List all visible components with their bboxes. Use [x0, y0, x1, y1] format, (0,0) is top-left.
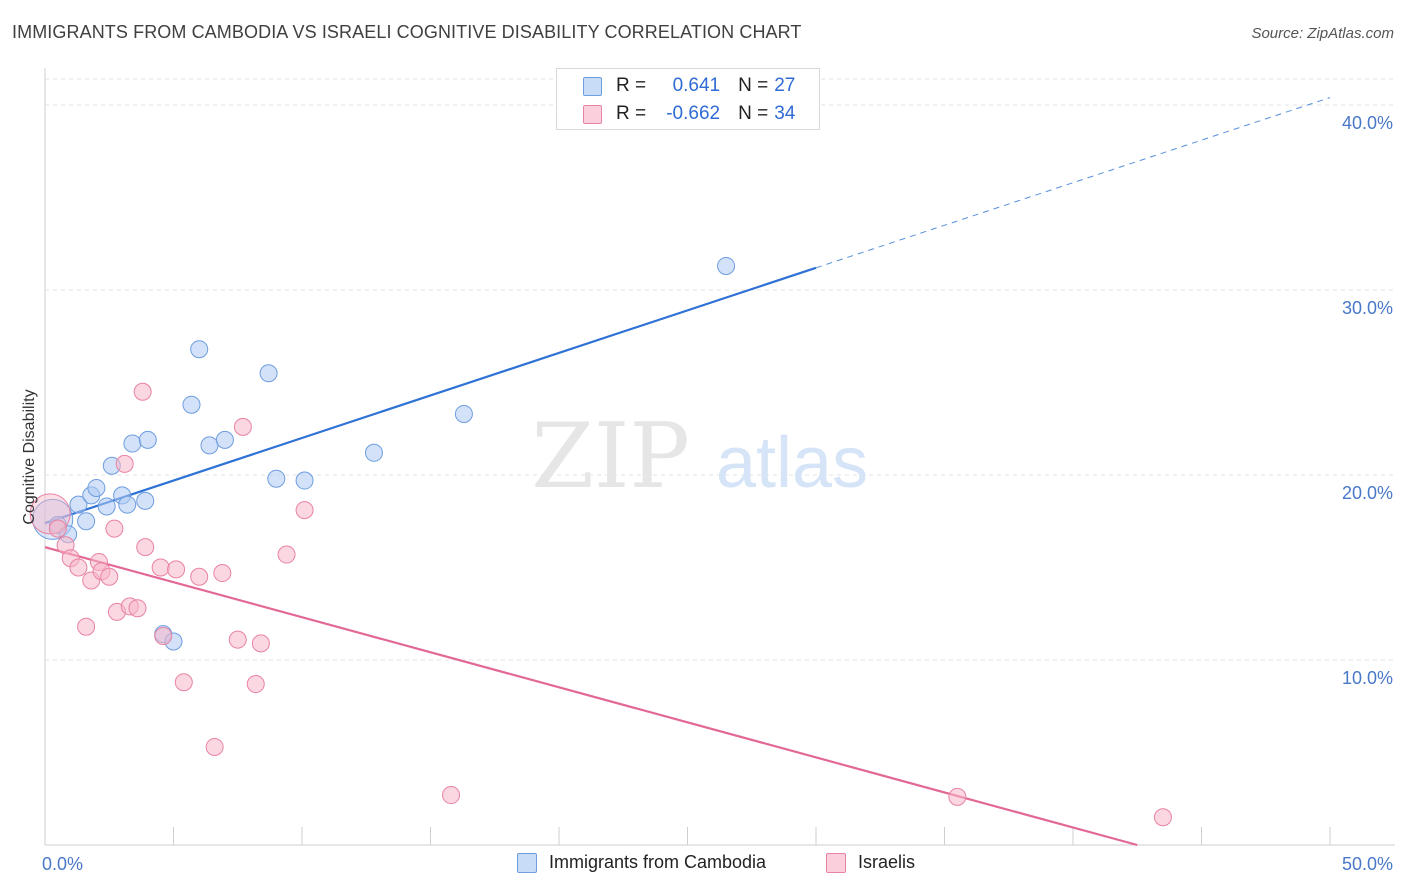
point-cambodia — [454, 404, 473, 423]
y-axis-title: Cognitive Disability — [21, 389, 38, 524]
data-points — [29, 256, 1172, 827]
r-label: R = — [616, 103, 647, 124]
point-israelis — [442, 786, 461, 805]
point-cambodia — [77, 512, 96, 531]
point-cambodia — [215, 430, 234, 449]
point-cambodia — [267, 469, 286, 488]
point-israelis — [133, 382, 152, 401]
stats-row-israelis: R = -0.662 N = 34 — [583, 102, 795, 126]
point-israelis — [100, 567, 119, 586]
r-value-cambodia: 0.641 — [672, 75, 721, 96]
point-cambodia — [295, 471, 314, 490]
point-israelis — [295, 501, 314, 520]
point-israelis — [69, 558, 88, 577]
watermark-atlas: atlas — [716, 423, 868, 503]
trend-line-extension-0 — [815, 97, 1331, 269]
point-israelis — [1153, 808, 1172, 827]
legend-swatch-cambodia — [517, 852, 537, 873]
point-israelis — [151, 558, 170, 577]
series-legend: Immigrants from Cambodia Israelis — [0, 852, 1406, 878]
point-israelis — [174, 673, 193, 692]
r-label: R = — [616, 75, 647, 96]
point-israelis — [205, 737, 224, 756]
x-tick-label: 50.0% — [1342, 854, 1393, 874]
y-tick-label: 20.0% — [1342, 483, 1393, 503]
chart-title: IMMIGRANTS FROM CAMBODIA VS ISRAELI COGN… — [12, 22, 802, 42]
point-cambodia — [87, 478, 106, 497]
point-israelis — [154, 626, 173, 645]
point-cambodia — [69, 495, 88, 514]
point-cambodia — [259, 364, 278, 383]
point-israelis — [48, 519, 67, 538]
point-israelis — [77, 617, 96, 636]
y-tick-label: 30.0% — [1342, 298, 1393, 318]
point-israelis — [136, 538, 155, 557]
point-israelis — [167, 560, 186, 579]
point-cambodia — [136, 491, 155, 510]
point-cambodia — [97, 497, 116, 516]
legend-item-israelis[interactable]: Israelis — [826, 852, 915, 873]
y-tick-label: 40.0% — [1342, 113, 1393, 133]
point-israelis — [251, 634, 270, 653]
stats-legend: R = 0.641 N = 27 R = -0.662 N = 34 — [556, 68, 820, 130]
legend-label-cambodia: Immigrants from Cambodia — [549, 852, 767, 872]
zipatlas-watermark: ZIP atlas — [531, 404, 868, 509]
point-cambodia — [364, 443, 383, 462]
source-credit: Source: ZipAtlas.com — [1251, 25, 1394, 42]
point-cambodia — [118, 495, 137, 514]
point-israelis — [246, 675, 265, 694]
stats-row-cambodia: R = 0.641 N = 27 — [583, 74, 795, 98]
n-label: N = — [738, 75, 769, 96]
point-israelis — [115, 454, 134, 473]
n-label: N = — [738, 103, 769, 124]
trend-line-1 — [44, 546, 1138, 847]
point-cambodia — [182, 395, 201, 414]
point-cambodia — [190, 340, 209, 359]
point-israelis — [228, 630, 247, 649]
y-tick-label: 10.0% — [1342, 668, 1393, 688]
swatch-cambodia — [583, 76, 602, 96]
axes — [44, 68, 1395, 846]
watermark-zip: ZIP — [531, 404, 690, 509]
grid-lines — [45, 78, 1395, 661]
point-cambodia — [123, 434, 142, 453]
point-cambodia — [138, 430, 157, 449]
point-israelis — [213, 564, 232, 583]
point-israelis — [277, 545, 296, 564]
n-value-israelis: 34 — [774, 103, 796, 124]
legend-swatch-israelis — [826, 852, 846, 873]
point-israelis — [233, 417, 252, 436]
point-israelis — [948, 787, 967, 806]
point-cambodia — [717, 256, 736, 275]
r-value-israelis: -0.662 — [666, 103, 721, 124]
legend-label-israelis: Israelis — [858, 852, 916, 872]
trend-line-0 — [44, 266, 817, 525]
point-israelis — [190, 567, 209, 586]
x-tick-label: 0.0% — [42, 854, 83, 874]
n-value-cambodia: 27 — [774, 75, 796, 96]
swatch-israelis — [583, 104, 602, 124]
axis-labels: 10.0% 20.0% 30.0% 40.0% 0.0% 50.0% Cognitive D… — [21, 113, 1393, 874]
point-israelis — [128, 599, 147, 618]
point-cambodia — [200, 436, 219, 455]
legend-item-cambodia[interactable]: Immigrants from Cambodia — [517, 852, 766, 873]
point-israelis — [105, 519, 124, 538]
